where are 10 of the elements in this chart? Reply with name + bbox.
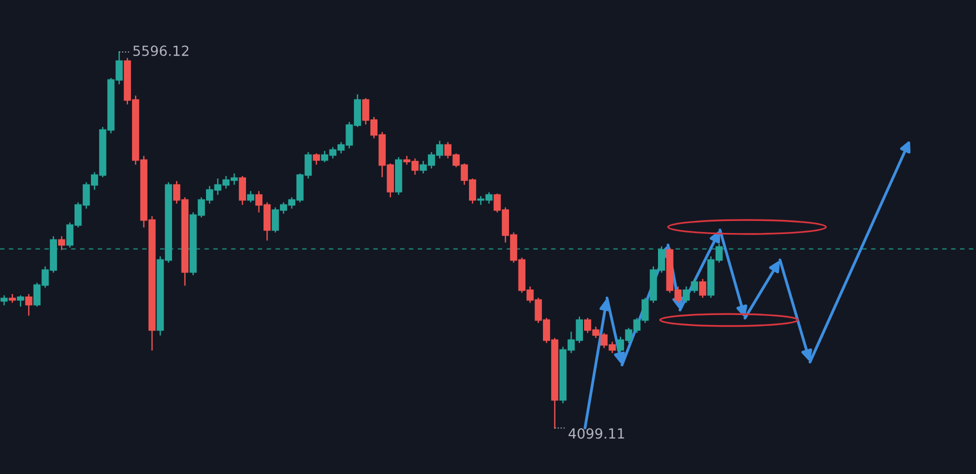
text: 4099.11 xyxy=(568,428,624,439)
candlestick xyxy=(247,191,254,202)
candlestick xyxy=(16,295,24,307)
candlestick xyxy=(58,236,66,250)
annotation: 5596.12 xyxy=(133,46,188,56)
candlestick xyxy=(25,294,32,316)
candlestick xyxy=(8,294,16,303)
candlestick xyxy=(699,278,706,298)
candlestick xyxy=(238,176,246,205)
candlestick xyxy=(312,153,320,165)
